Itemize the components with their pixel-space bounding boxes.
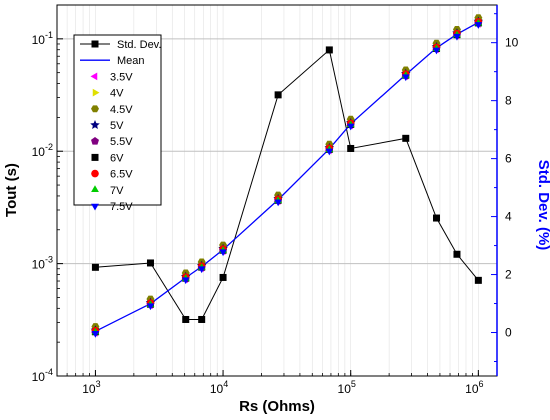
legend-label-5-5v: 5.5V — [110, 136, 133, 148]
legend-marker-7-5v — [91, 203, 99, 211]
labels-layer: 10-4 10-3 10-2 10-1 103 104 105 106 0 2 4 6 8 10 — [32, 30, 519, 396]
x-tick-label: 105 — [338, 379, 356, 396]
legend-box — [73, 34, 162, 206]
marker-7-5v — [197, 266, 206, 274]
ticks-layer — [56, 4, 497, 377]
legend-label-7-5v: 7.5V — [110, 201, 133, 213]
std-dev-marker — [347, 144, 355, 152]
legend-marker-7v — [91, 185, 99, 193]
marker-7-5v — [432, 47, 441, 55]
legend-label-mean: Mean — [117, 55, 145, 67]
y-left-tick-label: 10-2 — [32, 142, 53, 159]
legend-label-5v: 5V — [110, 120, 124, 132]
marker-7-5v — [453, 33, 461, 41]
std-dev-marker — [198, 315, 206, 323]
y-left-tick-label: 10-1 — [32, 30, 53, 47]
x-tick-label: 103 — [82, 379, 100, 396]
std-dev-marker — [453, 250, 461, 258]
legend-marker-6-5v — [91, 169, 99, 178]
markers-layer — [90, 14, 484, 338]
marker-7-5v — [91, 331, 100, 338]
legend-label-std-dev: Std. Dev. — [117, 39, 161, 51]
marker-7-5v — [346, 123, 355, 131]
y-left-tick-label: 10-4 — [32, 367, 53, 384]
std-dev-marker — [182, 315, 190, 323]
marker-7-5v — [219, 249, 227, 257]
y-left-tick-label: 10-3 — [32, 255, 53, 272]
y-right-tick-label: 6 — [505, 152, 512, 166]
y-right-axis-title: Std. Dev. (%) — [535, 160, 550, 251]
y-right-tick-label: 0 — [505, 326, 512, 340]
std-dev-marker — [474, 276, 482, 284]
marker-7-5v — [401, 74, 410, 82]
legend-marker-4-5v — [91, 105, 99, 113]
legend-marker-4v — [92, 88, 100, 97]
legend-std-dev-marker — [91, 40, 99, 48]
legend-label-7v: 7V — [110, 185, 124, 197]
legend-marker-5-5v — [91, 137, 99, 145]
legend-marker-5v — [90, 120, 100, 130]
legend-label-6-5v: 6.5V — [110, 169, 133, 181]
std-dev-marker — [432, 214, 440, 222]
legend-marker-6v — [91, 153, 99, 161]
y-right-tick-label: 2 — [505, 268, 512, 282]
legend-marker-3-5v — [90, 72, 98, 81]
std-dev-line — [95, 48, 479, 320]
legend-items: Std. Dev. Mean 3.5V 4V 4.5V 5V 5.5V 6V 6.5V 7V 7.5… — [80, 39, 161, 213]
marker-7-5v — [274, 199, 283, 207]
std-dev-marker — [219, 273, 227, 281]
marker-7-5v — [181, 277, 190, 285]
legend-label-6v: 6V — [110, 152, 124, 164]
legend-label-4v: 4V — [110, 88, 124, 100]
legend: Std. Dev. Mean 3.5V 4V 4.5V 5V 5.5V 6V 6.5V 7V 7.5… — [73, 34, 162, 213]
legend-label-4-5v: 4.5V — [110, 104, 133, 116]
legend-label-3-5v: 3.5V — [110, 71, 133, 83]
std-dev-marker — [402, 134, 410, 142]
std-dev-marker — [146, 259, 154, 267]
marker-7-5v — [474, 22, 483, 29]
x-axis-title: Rs (Ohms) — [239, 398, 315, 415]
std-dev-marker — [91, 263, 99, 271]
std-dev-marker — [274, 91, 282, 99]
marker-7-5v — [325, 148, 334, 156]
y-right-tick-label: 8 — [505, 94, 512, 108]
y-right-tick-label: 10 — [505, 36, 519, 50]
x-tick-label: 106 — [465, 379, 483, 396]
x-tick-label: 104 — [210, 379, 228, 396]
y-left-axis-title: Tout (s) — [3, 163, 20, 217]
marker-7-5v — [146, 303, 155, 311]
y-right-tick-label: 4 — [505, 210, 512, 224]
std-dev-marker — [325, 46, 333, 54]
